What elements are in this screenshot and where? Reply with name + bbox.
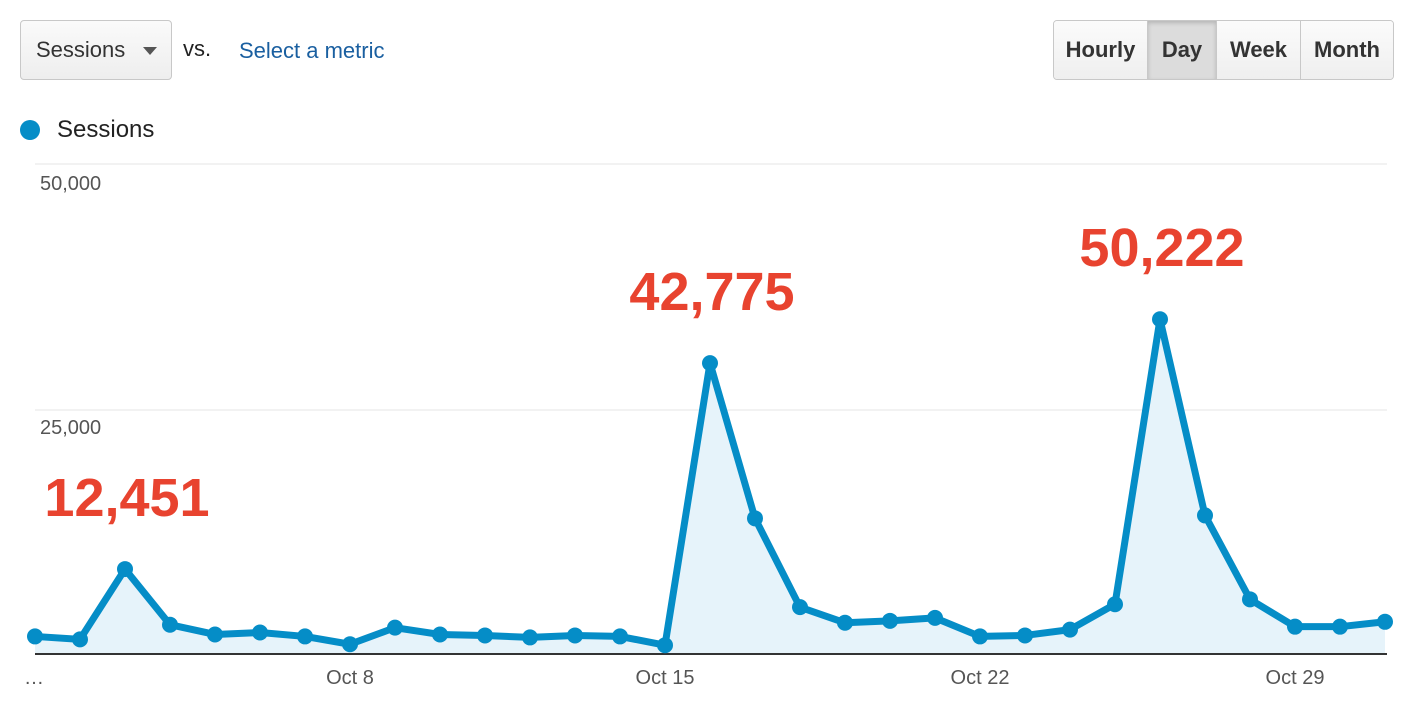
data-point: [612, 628, 628, 645]
data-point: [162, 616, 178, 633]
data-point: [117, 561, 133, 578]
data-point: [882, 612, 898, 629]
annotation-label: 12,451: [44, 468, 209, 528]
x-tick-label: Oct 8: [326, 667, 374, 689]
data-point: [72, 631, 88, 648]
metric-select[interactable]: Sessions: [20, 20, 172, 80]
data-point: [207, 626, 223, 643]
data-point: [1332, 618, 1348, 635]
sessions-area: [35, 319, 1385, 654]
data-point: [747, 510, 763, 527]
data-point: [837, 614, 853, 631]
data-point: [342, 636, 358, 653]
x-tick-label: …: [24, 667, 44, 689]
x-tick-label: Oct 29: [1266, 667, 1325, 689]
annotation-label: 42,775: [629, 262, 794, 322]
week-button[interactable]: Week: [1216, 21, 1300, 79]
data-point: [927, 609, 943, 626]
x-tick-label: Oct 22: [951, 667, 1010, 689]
data-point: [1152, 311, 1168, 328]
x-tick-label: Oct 15: [636, 667, 695, 689]
select-metric-link[interactable]: Select a metric: [239, 38, 385, 63]
vs-label: vs.: [183, 36, 212, 61]
data-point: [1287, 618, 1303, 635]
data-point: [1107, 596, 1123, 613]
chevron-down-icon: [143, 47, 157, 55]
data-point: [972, 628, 988, 645]
data-point: [1197, 507, 1213, 524]
legend-dot-icon: [20, 120, 40, 140]
data-point: [702, 355, 718, 372]
legend-label: Sessions: [57, 116, 155, 143]
data-point: [297, 628, 313, 645]
day-button[interactable]: Day: [1147, 21, 1216, 79]
chart-legend: Sessions: [20, 116, 154, 144]
data-point: [252, 624, 268, 641]
annotation-label: 50,222: [1079, 218, 1244, 278]
y-tick-label: 25,000: [40, 417, 101, 439]
data-point: [387, 619, 403, 636]
data-point: [1242, 591, 1258, 608]
data-point: [477, 627, 493, 644]
y-tick-label: 50,000: [40, 173, 101, 195]
data-point: [792, 599, 808, 616]
data-point: [567, 627, 583, 644]
data-point: [1377, 613, 1393, 630]
data-point: [27, 628, 43, 645]
data-point: [1017, 627, 1033, 644]
data-point: [657, 637, 673, 654]
month-button[interactable]: Month: [1300, 21, 1393, 79]
granularity-toggle: Hourly Day Week Month: [1053, 20, 1394, 80]
data-point: [432, 626, 448, 643]
hourly-button[interactable]: Hourly: [1054, 21, 1147, 79]
metric-select-value: Sessions: [36, 37, 126, 62]
data-point: [522, 629, 538, 646]
data-point: [1062, 621, 1078, 638]
